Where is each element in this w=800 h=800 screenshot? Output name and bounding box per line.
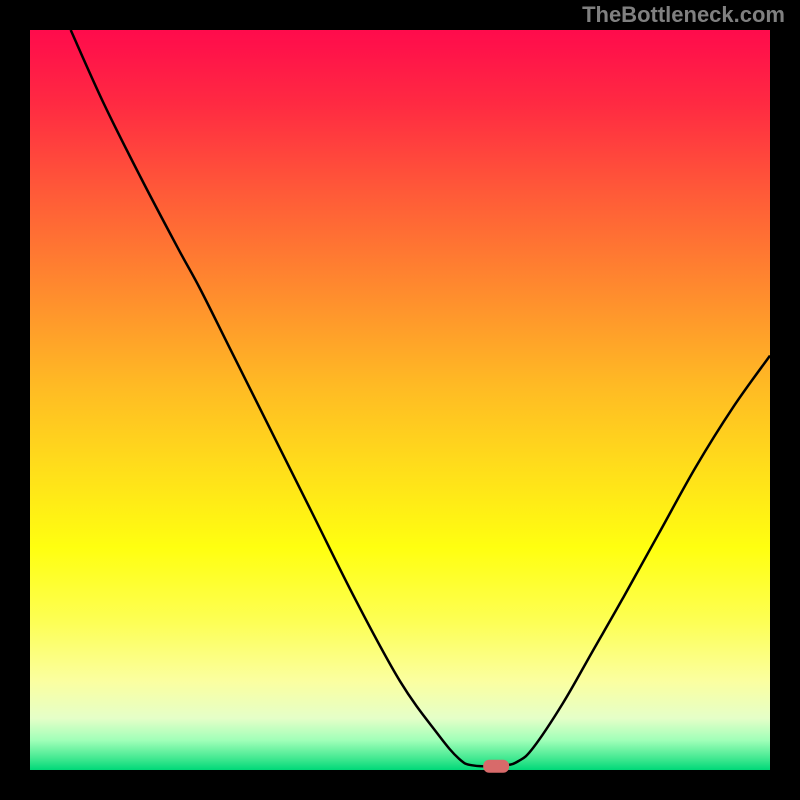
chart-background-gradient bbox=[30, 30, 770, 770]
bottleneck-chart: TheBottleneck.com bbox=[0, 0, 800, 800]
watermark-text: TheBottleneck.com bbox=[582, 2, 785, 27]
optimal-point-marker bbox=[483, 760, 509, 773]
